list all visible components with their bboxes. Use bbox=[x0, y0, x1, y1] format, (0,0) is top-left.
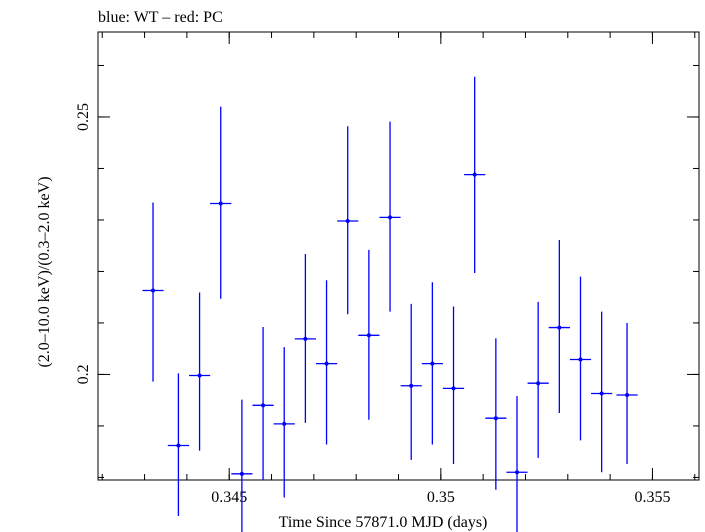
data-marker bbox=[151, 288, 156, 293]
data-point bbox=[527, 301, 549, 458]
x-axis-label: Time Since 57871.0 MJD (days) bbox=[279, 514, 488, 531]
data-point bbox=[231, 399, 253, 532]
data-marker bbox=[430, 361, 435, 366]
y-axis-label: (2.0–10.0 keV)/(0.3–2.0 keV) bbox=[36, 176, 53, 367]
tick-labels: 0.345 0.35 0.355 0.2 0.25 bbox=[75, 103, 670, 506]
data-point bbox=[421, 282, 443, 445]
data-point bbox=[273, 347, 295, 498]
data-point bbox=[358, 249, 380, 420]
data-marker bbox=[261, 403, 266, 408]
x-tick-label: 0.345 bbox=[211, 489, 247, 506]
data-marker bbox=[599, 391, 604, 396]
data-point bbox=[252, 327, 274, 480]
data-marker bbox=[282, 421, 287, 426]
data-point bbox=[294, 253, 316, 423]
data-point bbox=[188, 292, 211, 451]
data-point bbox=[464, 76, 486, 273]
x-tick-label: 0.35 bbox=[427, 489, 455, 506]
data-marker bbox=[625, 393, 630, 398]
data-marker bbox=[324, 361, 329, 366]
data-point bbox=[379, 121, 401, 312]
data-point bbox=[569, 276, 592, 441]
data-point bbox=[591, 311, 613, 473]
data-point bbox=[400, 303, 422, 460]
data-point bbox=[337, 126, 359, 315]
plot-frame bbox=[97, 31, 700, 481]
data-marker bbox=[388, 215, 393, 220]
data-point bbox=[506, 396, 528, 532]
data-marker bbox=[409, 383, 414, 388]
data-marker bbox=[366, 333, 371, 338]
data-series bbox=[142, 76, 638, 532]
data-marker bbox=[536, 381, 541, 386]
data-marker bbox=[515, 470, 520, 475]
data-point bbox=[616, 322, 638, 465]
data-marker bbox=[218, 201, 223, 206]
data-marker bbox=[303, 336, 308, 341]
data-marker bbox=[557, 325, 562, 330]
data-marker bbox=[176, 443, 181, 448]
chart-title: blue: WT – red: PC bbox=[98, 9, 223, 26]
data-marker bbox=[451, 386, 456, 391]
data-marker bbox=[493, 416, 498, 421]
data-point bbox=[315, 280, 338, 445]
minor-ticks bbox=[98, 32, 699, 480]
data-marker bbox=[197, 373, 202, 378]
data-point bbox=[210, 106, 232, 299]
y-tick-label: 0.25 bbox=[75, 103, 92, 131]
data-marker bbox=[239, 471, 244, 476]
data-point bbox=[485, 338, 507, 490]
data-marker bbox=[345, 218, 350, 223]
data-marker bbox=[472, 172, 477, 177]
data-marker bbox=[578, 357, 583, 362]
data-point bbox=[442, 306, 465, 465]
x-tick-label: 0.355 bbox=[634, 489, 670, 506]
y-tick-label: 0.2 bbox=[75, 364, 92, 384]
data-point bbox=[167, 373, 189, 517]
major-ticks bbox=[98, 32, 699, 480]
data-point bbox=[548, 240, 570, 414]
data-point bbox=[142, 202, 164, 382]
